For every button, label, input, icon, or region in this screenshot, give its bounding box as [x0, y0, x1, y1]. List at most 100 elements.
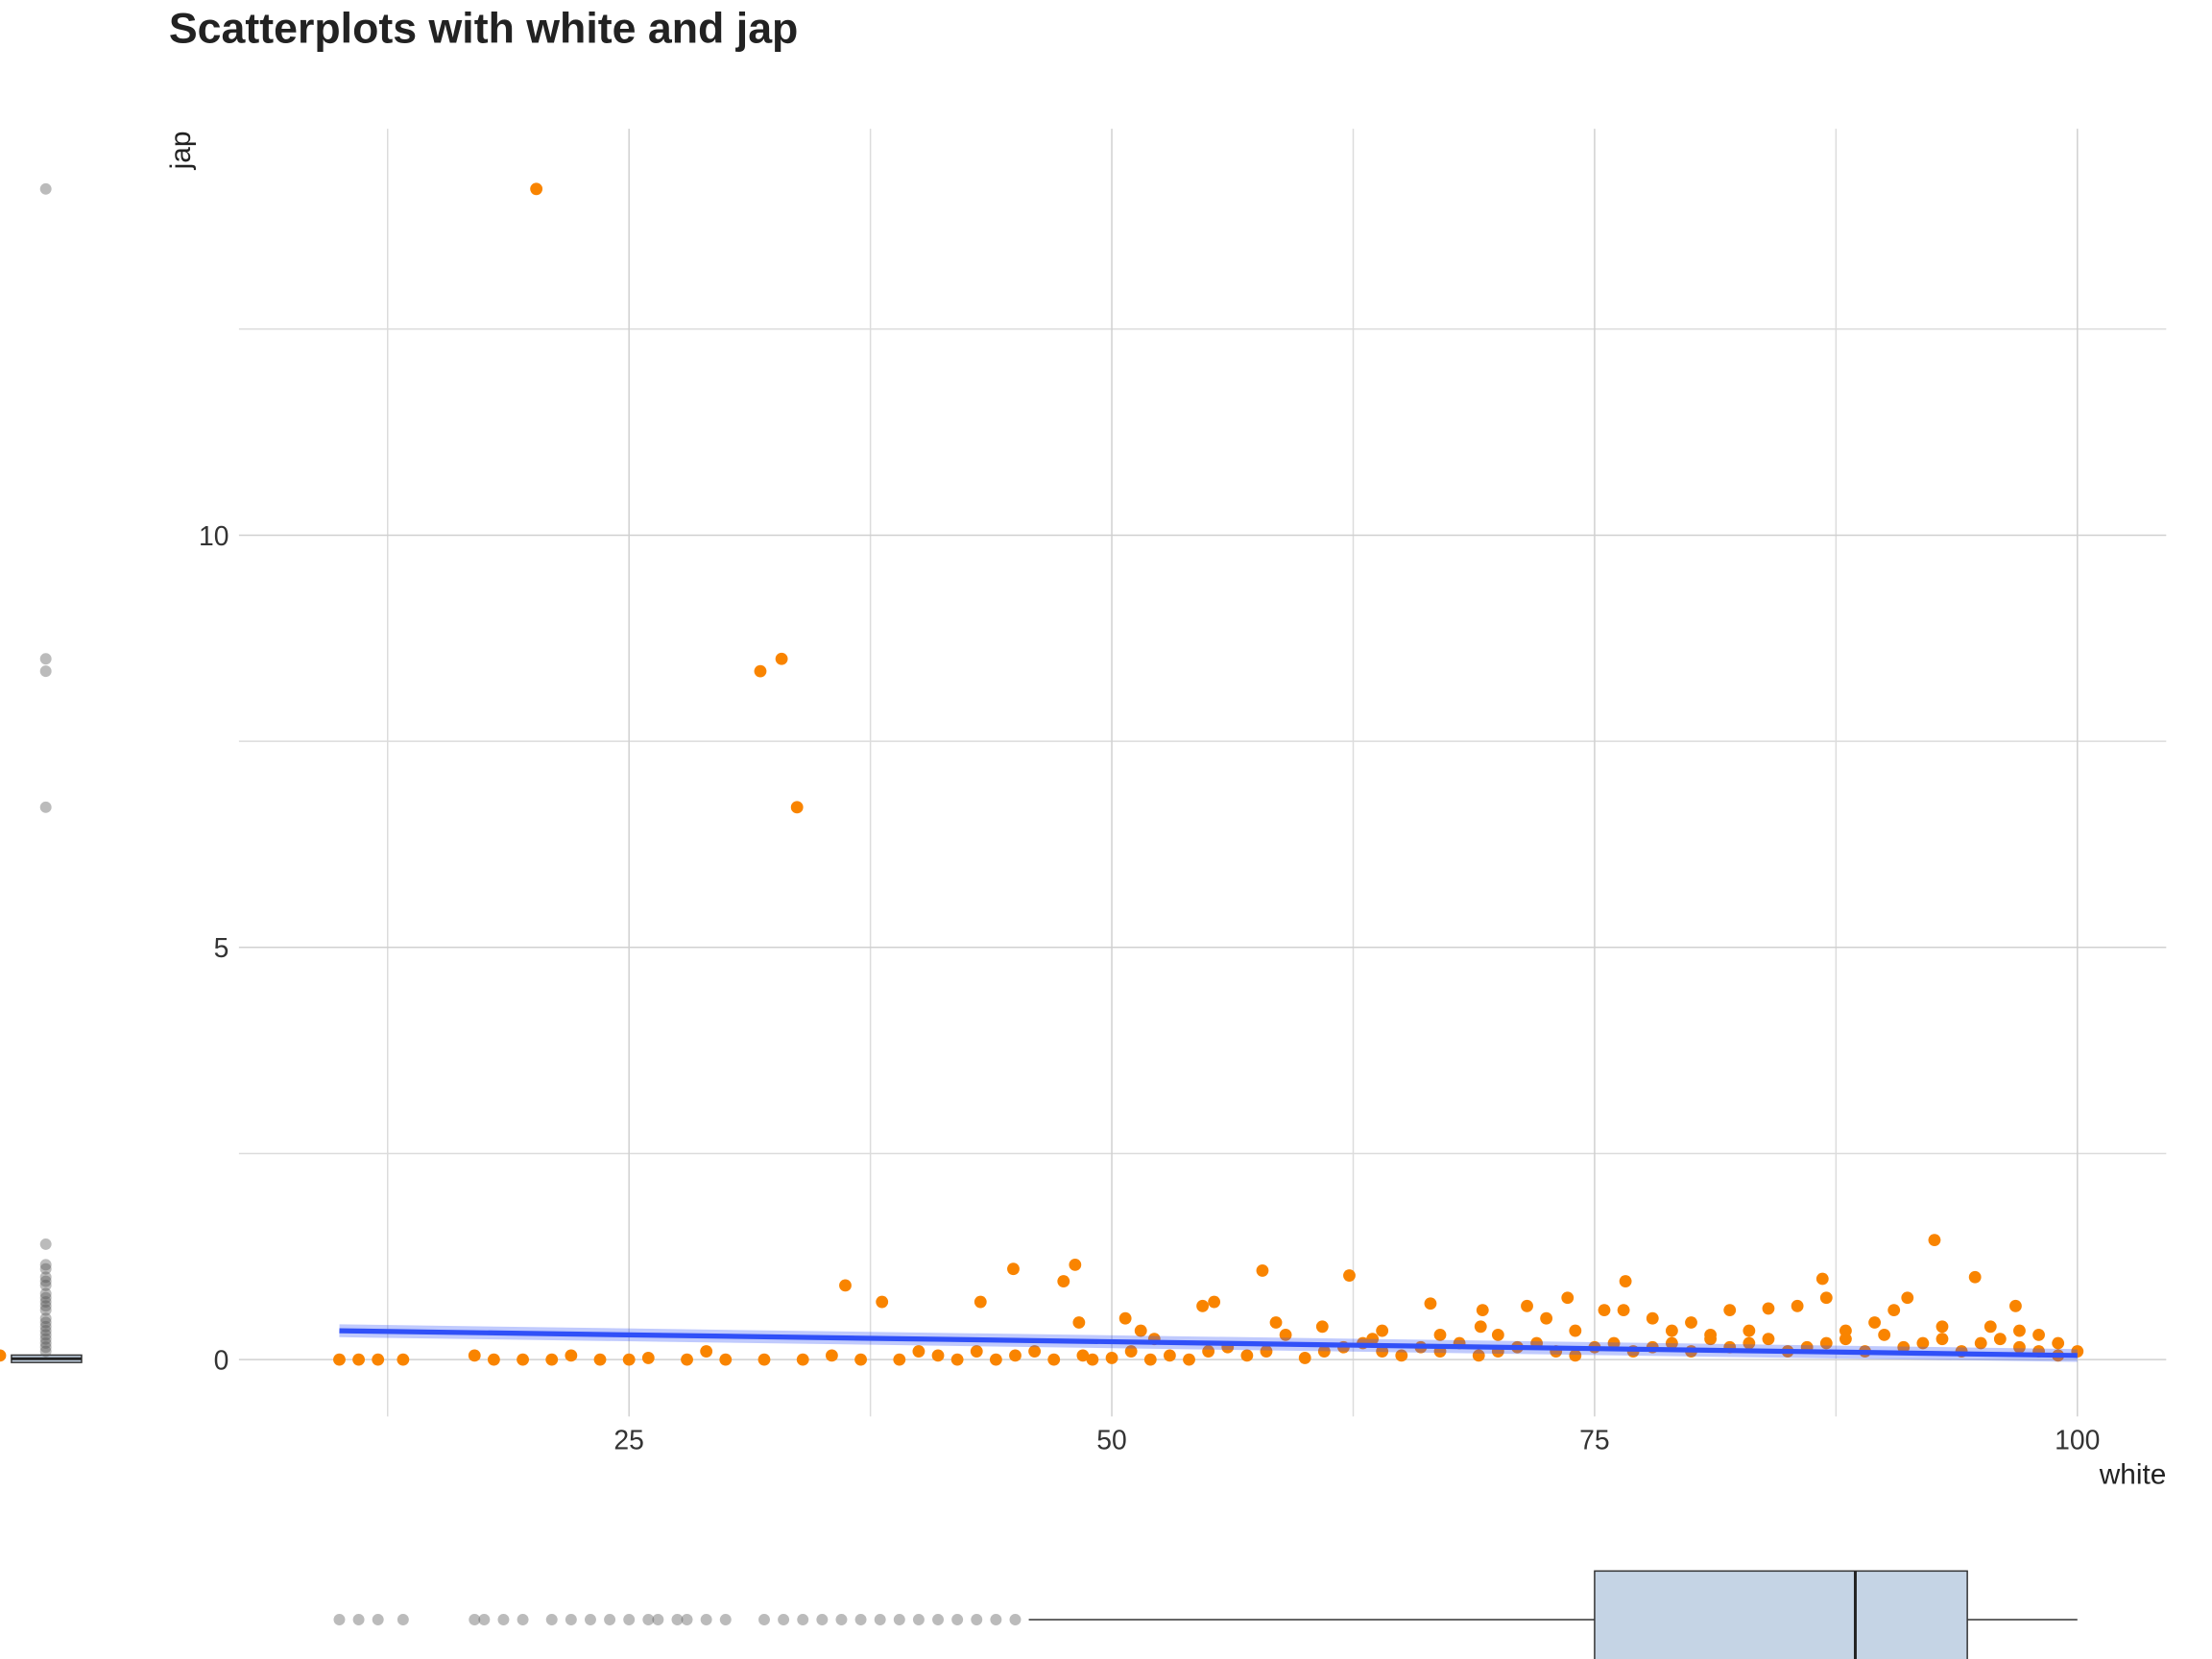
outlier: [642, 1614, 655, 1625]
point: [517, 1353, 529, 1366]
point: [1009, 1349, 1022, 1362]
outlier: [39, 1345, 52, 1358]
x-tick-label: 100: [2055, 1425, 2100, 1455]
outlier: [585, 1614, 596, 1625]
x-axis-label: white: [2099, 1458, 2167, 1490]
outlier: [39, 1287, 52, 1300]
point: [545, 1353, 559, 1366]
outlier: [39, 1262, 52, 1275]
outlier: [497, 1614, 510, 1625]
point: [1491, 1328, 1504, 1341]
outlier: [1009, 1614, 1022, 1625]
point: [1196, 1299, 1210, 1312]
point: [757, 1353, 771, 1366]
point: [1298, 1352, 1311, 1364]
outlier: [932, 1614, 944, 1625]
point: [1993, 1333, 2007, 1346]
point: [0, 1349, 7, 1362]
point: [1472, 1349, 1485, 1362]
x-tick-label: 75: [1579, 1425, 1609, 1455]
outlier: [39, 1333, 52, 1345]
outlier: [39, 1238, 52, 1250]
outlier: [39, 1312, 52, 1325]
outlier: [39, 1316, 52, 1329]
outlier: [39, 182, 52, 195]
point: [1202, 1345, 1215, 1358]
point: [1376, 1345, 1389, 1358]
point: [1723, 1304, 1737, 1317]
point: [2013, 1324, 2026, 1337]
outlier: [39, 1275, 52, 1287]
point: [1936, 1333, 1949, 1346]
point: [2052, 1336, 2065, 1350]
point: [1665, 1324, 1678, 1337]
trend-line: [339, 1328, 2078, 1358]
point: [1007, 1262, 1020, 1276]
point: [876, 1295, 889, 1309]
point: [1815, 1272, 1829, 1286]
point: [1916, 1336, 1930, 1350]
outlier: [517, 1614, 529, 1625]
point: [333, 1353, 346, 1366]
point: [641, 1352, 655, 1364]
outlier: [990, 1614, 1002, 1625]
point: [719, 1353, 733, 1366]
point: [839, 1279, 852, 1292]
point: [1376, 1324, 1389, 1337]
point: [1047, 1353, 1061, 1366]
y-tick-label: 5: [214, 932, 229, 963]
point: [681, 1353, 693, 1366]
point: [1762, 1333, 1775, 1346]
outlier: [700, 1614, 712, 1625]
point: [1704, 1333, 1718, 1346]
point: [1433, 1328, 1447, 1341]
point: [1105, 1352, 1118, 1364]
outlier: [623, 1614, 636, 1625]
outlier: [39, 1291, 52, 1304]
outlier: [545, 1614, 558, 1625]
point: [1598, 1304, 1611, 1317]
point: [2032, 1328, 2045, 1341]
point: [970, 1345, 983, 1358]
outlier: [681, 1614, 693, 1625]
point: [1317, 1345, 1331, 1358]
outlier: [39, 1337, 52, 1349]
outlier: [39, 1300, 52, 1312]
point: [1521, 1299, 1533, 1312]
point: [1901, 1291, 1914, 1305]
point: [1791, 1299, 1804, 1312]
outlier: [39, 665, 52, 678]
point: [2009, 1299, 2022, 1312]
outlier: [971, 1614, 983, 1625]
point: [1476, 1304, 1489, 1317]
outlier: [758, 1614, 770, 1625]
point: [950, 1353, 964, 1366]
outlier: [816, 1614, 829, 1625]
point: [1208, 1295, 1221, 1309]
point: [1743, 1324, 1756, 1337]
point: [1028, 1345, 1042, 1358]
point: [790, 801, 804, 814]
point: [1646, 1311, 1659, 1325]
outlier: [604, 1614, 616, 1625]
point: [1968, 1270, 1982, 1284]
point: [1685, 1316, 1697, 1329]
outlier: [39, 1296, 52, 1308]
point: [1540, 1311, 1553, 1325]
point: [1878, 1328, 1891, 1341]
outlier: [797, 1614, 809, 1625]
outlier: [39, 1320, 52, 1333]
outlier: [39, 801, 52, 813]
point: [1076, 1349, 1090, 1362]
point: [1163, 1349, 1176, 1362]
point: [1315, 1320, 1329, 1334]
point: [1984, 1320, 1997, 1334]
point: [1395, 1349, 1408, 1362]
point: [1069, 1258, 1082, 1271]
point: [974, 1295, 987, 1309]
outlier: [478, 1614, 491, 1625]
point: [1474, 1320, 1487, 1334]
point: [1240, 1349, 1254, 1362]
point: [2013, 1340, 2026, 1354]
